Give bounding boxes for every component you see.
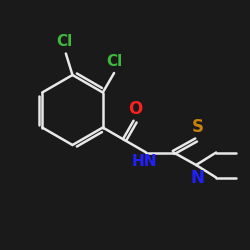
Text: HN: HN [132,154,158,169]
Text: S: S [191,118,203,136]
Text: Cl: Cl [106,54,122,68]
Text: Cl: Cl [56,34,73,49]
Text: N: N [190,169,204,187]
Text: O: O [128,100,142,118]
